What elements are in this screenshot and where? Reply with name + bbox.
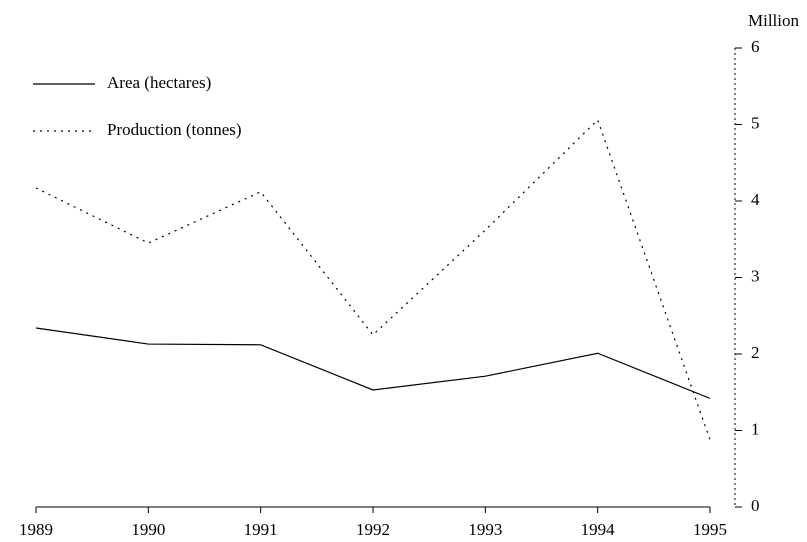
- x-tick-label: 1990: [131, 520, 165, 539]
- x-tick-label: 1994: [581, 520, 616, 539]
- y-tick-label: 4: [751, 190, 760, 209]
- line-series: [35, 118, 711, 440]
- y-tick-label: 3: [751, 266, 760, 285]
- y-tick-label: 6: [751, 37, 760, 56]
- legend-label: Production (tonnes): [107, 120, 242, 139]
- y-tick-label: 0: [751, 496, 760, 515]
- x-tick-label: 1991: [244, 520, 278, 539]
- y-tick-label: 1: [751, 419, 760, 438]
- x-tick-label: 1992: [356, 520, 390, 539]
- x-tick-label: 1989: [19, 520, 53, 539]
- x-tick-label: 1993: [468, 520, 502, 539]
- legend-label: Area (hectares): [107, 73, 211, 92]
- line-series: [35, 327, 711, 399]
- y-tick-label: 5: [751, 113, 760, 132]
- y-tick-label: 2: [751, 343, 760, 362]
- y-axis-label: Million: [748, 11, 800, 30]
- x-tick-label: 1995: [693, 520, 727, 539]
